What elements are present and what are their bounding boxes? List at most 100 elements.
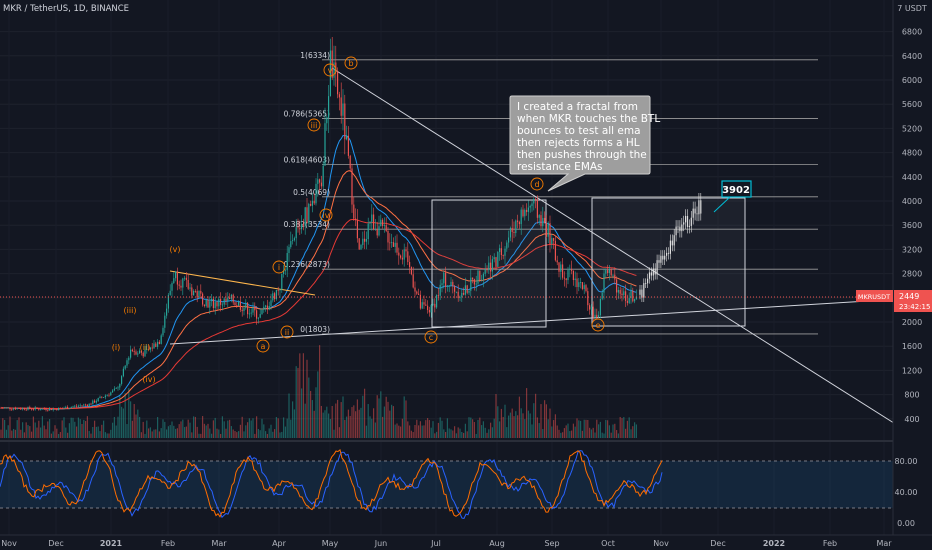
volume-bar — [450, 429, 452, 438]
volume-bar — [268, 428, 270, 438]
volume-bar — [144, 433, 146, 438]
volume-bar — [610, 432, 612, 438]
volume-bar — [486, 432, 488, 438]
volume-bar — [506, 427, 508, 438]
volume-bar — [11, 430, 13, 438]
candle-body — [311, 200, 313, 206]
projected-body — [641, 289, 643, 298]
projected-body — [662, 255, 664, 260]
volume-bar — [527, 410, 529, 438]
candle-body — [148, 348, 150, 350]
target-price-callout[interactable]: 3902 — [713, 180, 752, 213]
candle-body — [99, 396, 101, 399]
projected-body — [700, 200, 702, 214]
volume-bar — [605, 419, 607, 438]
candle-body — [236, 305, 238, 306]
candle-body — [419, 294, 421, 309]
candle-body — [259, 314, 261, 318]
volume-bar — [151, 431, 153, 438]
volume-bar — [13, 428, 15, 438]
projected-body — [683, 222, 685, 225]
candlesticks — [0, 36, 637, 412]
projected-body — [658, 260, 660, 263]
volume-bar — [79, 419, 81, 438]
candle-body — [315, 183, 317, 204]
candle-body — [250, 312, 252, 314]
volume-bar — [20, 429, 22, 438]
candle-body — [603, 273, 605, 293]
candle-body — [56, 409, 58, 411]
axis-unit-label: 7 USDT — [897, 4, 927, 13]
candle-body — [383, 225, 385, 226]
volume-bar — [16, 420, 18, 438]
candle-body — [52, 408, 54, 411]
candle-body — [223, 298, 225, 305]
candle-body — [477, 270, 479, 284]
volume-bar — [427, 418, 429, 438]
volume-bar — [319, 345, 321, 438]
candle-body — [614, 274, 616, 280]
candle-body — [511, 227, 513, 232]
volume-bar — [531, 424, 533, 438]
volume-bar — [158, 431, 160, 438]
price-axis[interactable]: 6800 6400 6000 5600 5200 4800 4400 4000 3600 3200… — [856, 0, 932, 550]
candle-body — [612, 274, 614, 276]
ema-line-0 — [0, 134, 637, 410]
candle-body — [54, 408, 56, 410]
volume-bar — [4, 419, 6, 438]
candle-body — [205, 299, 207, 306]
time-axis[interactable]: Nov Dec 2021 Feb Mar Apr May Jun Jul Aug Sep Oct Nov… — [0, 534, 932, 550]
candle-body — [266, 305, 268, 310]
candle-body — [535, 199, 537, 200]
wave-label: (v) — [170, 245, 181, 254]
annotation-callout[interactable]: I created a fractal from when MKR touches… — [509, 95, 660, 192]
volume-bar — [522, 413, 524, 438]
candle-body — [346, 135, 348, 140]
candle-body — [203, 304, 205, 306]
volume-bar — [31, 431, 33, 438]
candle-body — [7, 407, 9, 409]
candle-body — [565, 278, 567, 281]
volume-bar — [335, 403, 337, 438]
volume-bar — [63, 417, 65, 438]
volume-bar — [585, 419, 587, 438]
volume-bar — [252, 418, 254, 438]
projected-body — [677, 226, 679, 228]
projected-body — [664, 255, 666, 260]
candle-body — [121, 376, 123, 384]
candle-body — [545, 223, 547, 237]
candle-body — [92, 400, 94, 405]
volume-bar — [160, 428, 162, 438]
candle-body — [459, 297, 461, 299]
candle-body — [335, 62, 337, 72]
candle-body — [450, 281, 452, 286]
candle-body — [374, 229, 376, 230]
volume-bar — [473, 422, 475, 438]
volume-bar — [328, 413, 330, 438]
volume-bar — [452, 430, 454, 438]
candle-body — [405, 249, 407, 252]
volume-bar — [65, 427, 67, 438]
volume-bar — [43, 425, 45, 438]
volume-bar — [463, 432, 465, 438]
volume-bar — [171, 421, 173, 438]
volume-bar — [121, 406, 123, 438]
candle-body — [29, 407, 31, 409]
volume-bar — [50, 433, 52, 438]
current-price-label: 2449 — [899, 292, 919, 301]
candle-body — [378, 226, 380, 236]
annotation-line: then rejects forms a HL — [517, 137, 640, 149]
candle-body — [103, 397, 105, 398]
volume-bar — [326, 406, 328, 438]
volume-bar — [445, 432, 447, 438]
candle-body — [34, 407, 36, 410]
volume-bar — [23, 432, 25, 438]
candle-body — [36, 407, 38, 409]
projected-body — [660, 255, 662, 263]
volume-bar — [216, 428, 218, 438]
candle-body — [536, 199, 538, 218]
candle-body — [587, 291, 589, 306]
volume-bar — [500, 408, 502, 438]
volume-bar — [241, 416, 243, 438]
